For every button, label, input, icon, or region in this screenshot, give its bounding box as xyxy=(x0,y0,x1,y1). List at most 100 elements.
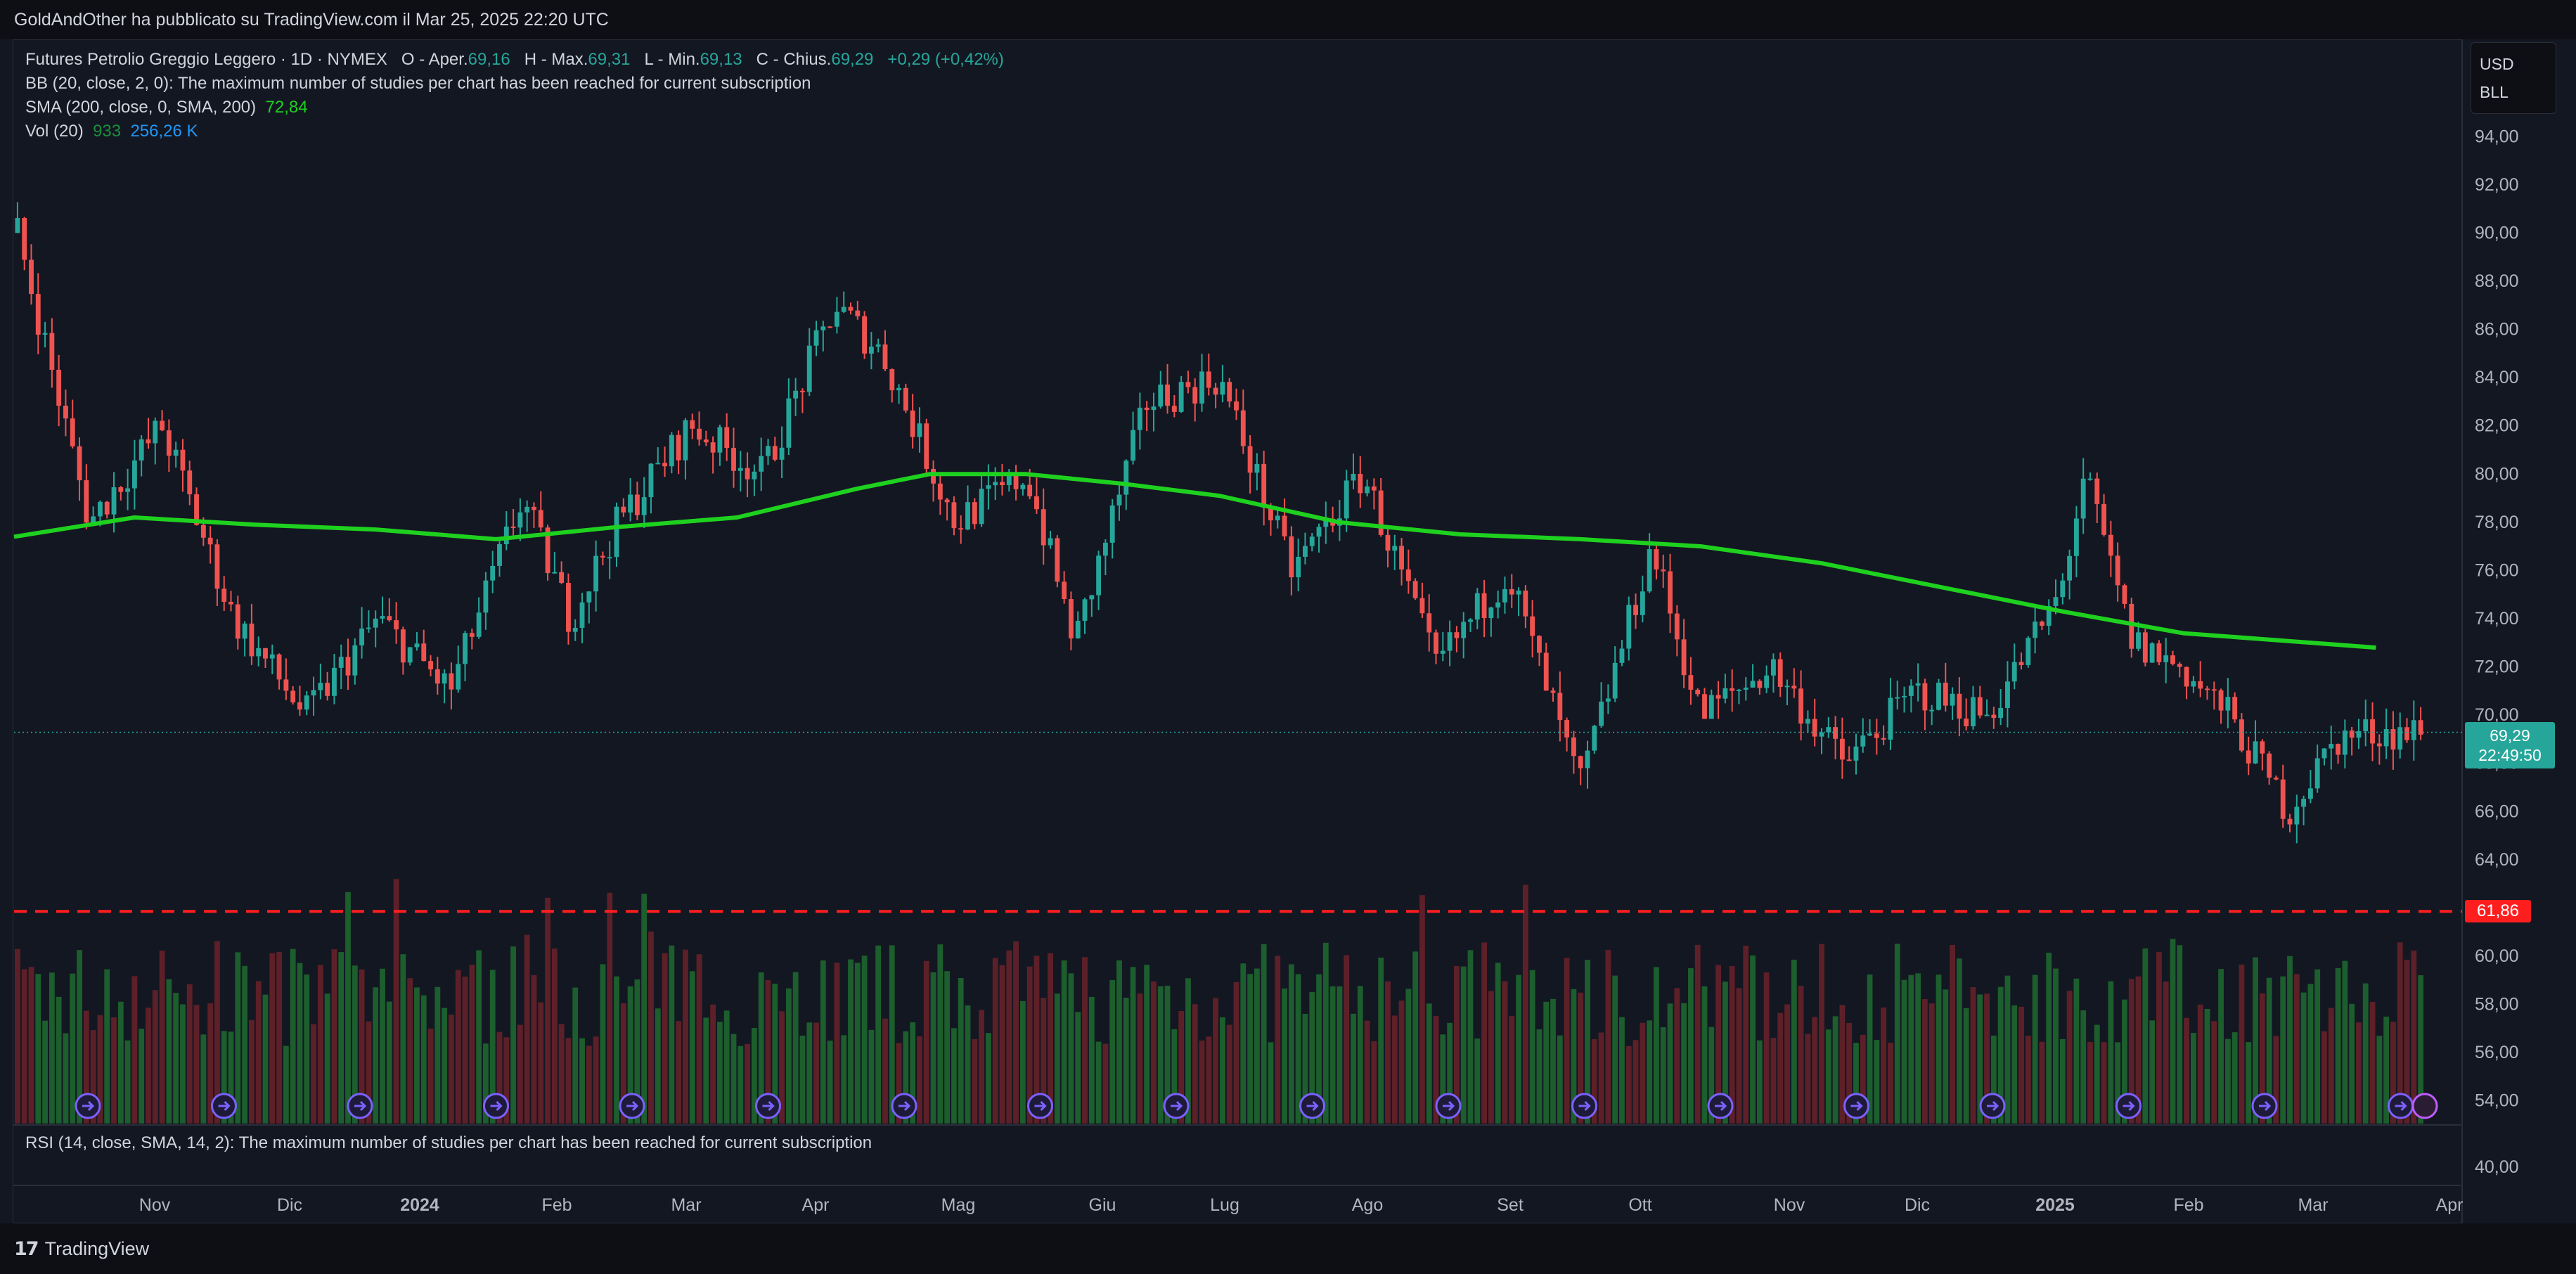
candle-body xyxy=(1599,701,1604,726)
candle-body xyxy=(621,506,626,513)
volume-bar xyxy=(1213,998,1218,1124)
volume-bar xyxy=(1557,1035,1563,1124)
volume-bar xyxy=(2211,1021,2217,1124)
candle-body xyxy=(703,439,709,443)
candle-body xyxy=(228,601,233,605)
candle-body xyxy=(1874,733,1879,738)
candle-body xyxy=(1082,599,1088,621)
candle-body xyxy=(1826,727,1831,733)
brand-name[interactable]: TradingView xyxy=(44,1237,150,1259)
volume-bar xyxy=(21,969,27,1124)
volume-bar xyxy=(655,1008,661,1124)
candle-body xyxy=(766,446,771,456)
candle-body xyxy=(1068,599,1074,638)
candle-body xyxy=(1309,536,1315,546)
volume-bar xyxy=(676,1021,682,1124)
candle-body xyxy=(1695,689,1701,695)
volume-bar xyxy=(1075,1012,1081,1124)
bar-countdown: 22:49:50 xyxy=(2478,746,2542,764)
candle-body xyxy=(1351,473,1356,481)
candle-body xyxy=(2397,727,2403,750)
candle-body xyxy=(1303,546,1308,557)
volume-bar xyxy=(1474,1038,1481,1124)
candle-body xyxy=(655,463,661,465)
vol-indicator-row[interactable]: Vol (20) 933 256,26 K xyxy=(25,120,1004,143)
candle-body xyxy=(1020,484,1026,489)
open-value: 69,16 xyxy=(468,50,510,69)
event-arrow-icon xyxy=(899,1100,911,1112)
candle-body xyxy=(1392,546,1398,551)
volume-bar xyxy=(634,979,640,1124)
volume-bar xyxy=(180,1004,186,1124)
candle-body xyxy=(532,506,536,510)
volume-bar xyxy=(166,979,172,1124)
volume-bar xyxy=(985,1033,991,1124)
symbol-row[interactable]: Futures Petrolio Greggio Leggero · 1D · … xyxy=(25,48,1004,72)
volume-bar xyxy=(2053,968,2059,1124)
candle-body xyxy=(366,627,371,629)
volume-bar xyxy=(841,1035,847,1124)
candle-body xyxy=(1013,472,1019,489)
volume-bar xyxy=(2197,1004,2203,1124)
candle-body xyxy=(1964,719,1969,726)
candle-body xyxy=(1282,515,1287,536)
vol-value-2: 256,26 K xyxy=(130,122,198,141)
candle-body xyxy=(1833,727,1838,739)
volume-bar xyxy=(1612,975,1618,1124)
candle-body xyxy=(256,648,262,657)
volume-bar xyxy=(1109,979,1116,1124)
volume-bar xyxy=(1543,1001,1550,1124)
volume-bar xyxy=(2011,1005,2018,1124)
sma200-line[interactable] xyxy=(13,472,2376,650)
volume-bar xyxy=(1729,966,1735,1124)
volume-bar xyxy=(1467,950,1474,1124)
candle-body xyxy=(387,616,392,621)
candle-body xyxy=(2149,643,2155,663)
candle-body xyxy=(2301,799,2307,807)
candle-body xyxy=(1123,461,1129,495)
candle-body xyxy=(868,346,874,354)
candle-body xyxy=(1998,707,2004,719)
candle-body xyxy=(614,506,619,558)
candle-body xyxy=(634,494,640,515)
bb-indicator-row[interactable]: BB (20, close, 2, 0): The maximum number… xyxy=(25,72,1004,96)
volume-bar xyxy=(2004,975,2011,1124)
currency-unit-selector[interactable]: USD BLL xyxy=(2471,42,2556,114)
candle-body xyxy=(1730,688,1735,691)
volume-bar xyxy=(1571,989,1577,1124)
lightning-event-icon[interactable] xyxy=(2411,1093,2438,1119)
sma-indicator-row[interactable]: SMA (200, close, 0, SMA, 200) 72,84 xyxy=(25,96,1004,120)
price-tick-label: 86,00 xyxy=(2475,320,2519,340)
candle-body xyxy=(442,673,447,684)
volume-bar xyxy=(1041,998,1047,1124)
candle-body xyxy=(35,294,41,335)
volume-bar xyxy=(2128,979,2134,1124)
candle-body xyxy=(779,447,785,460)
volume-bar xyxy=(2418,975,2423,1124)
volume-bar xyxy=(1997,986,2004,1124)
high-value: 69,31 xyxy=(588,50,631,69)
volume-bar xyxy=(2170,939,2176,1124)
time-tick-label: Mar xyxy=(2298,1195,2328,1215)
candle-body xyxy=(924,423,929,469)
rsi-indicator-label[interactable]: RSI (14, close, SMA, 14, 2): The maximum… xyxy=(25,1133,872,1153)
candle-body xyxy=(1109,505,1115,543)
candle-body xyxy=(1096,555,1102,596)
candle-body xyxy=(221,588,227,602)
tradingview-logo-icon[interactable]: 𝟭𝟳 xyxy=(14,1237,39,1259)
volume-bar xyxy=(2307,984,2314,1124)
volume-bar xyxy=(1784,1004,1790,1124)
candle-body xyxy=(1668,571,1673,614)
volume-bar xyxy=(1033,956,1040,1124)
candle-body xyxy=(1055,538,1060,582)
candle-body xyxy=(1247,446,1253,473)
candle-body xyxy=(428,661,433,670)
volume-bar xyxy=(2163,981,2169,1124)
volume-bar xyxy=(1950,944,1955,1124)
event-arrow-icon xyxy=(2123,1100,2135,1112)
candle-body xyxy=(1654,549,1659,570)
volume-bar xyxy=(1426,1003,1432,1124)
candle-body xyxy=(2011,662,2017,682)
candle-body xyxy=(407,647,413,663)
